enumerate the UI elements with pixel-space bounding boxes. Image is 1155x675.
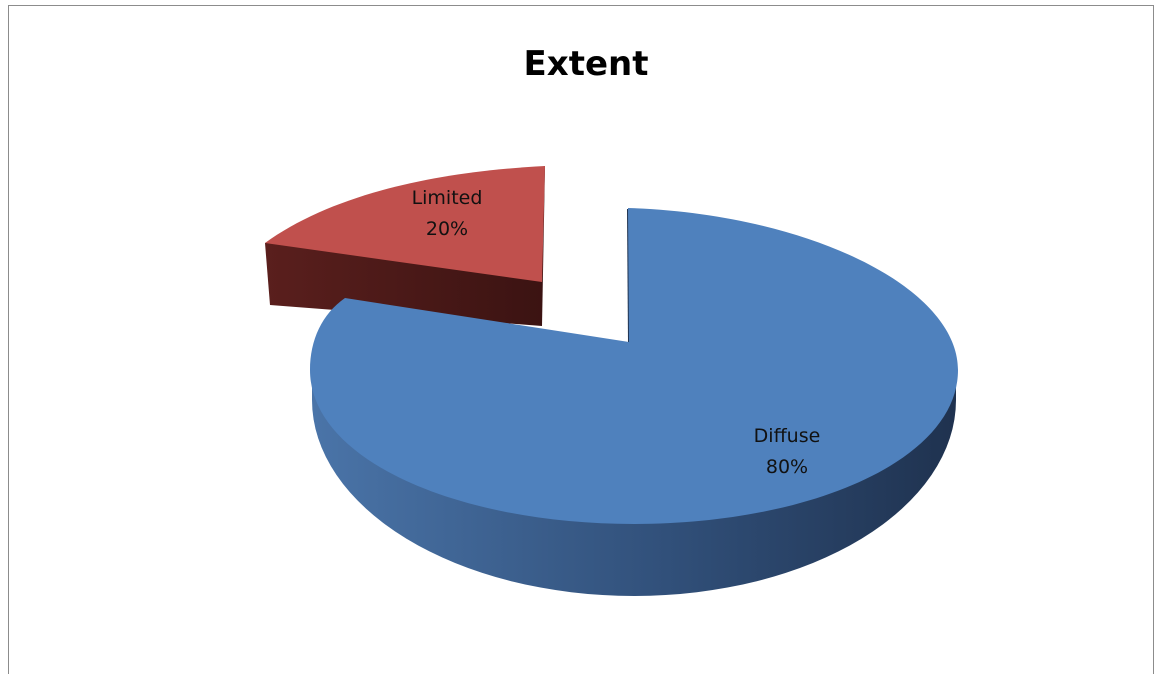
- chart-frame: [8, 5, 1154, 674]
- slice-limited: [265, 166, 545, 326]
- data-label-diffuse-percent: 80%: [766, 456, 808, 478]
- data-label-diffuse-category: Diffuse: [754, 425, 821, 447]
- data-label-diffuse: Diffuse 80%: [754, 425, 821, 478]
- data-label-limited-percent: 20%: [426, 218, 468, 240]
- data-label-limited-category: Limited: [412, 187, 483, 209]
- slice-diffuse: [310, 208, 958, 596]
- slice-limited-top: [265, 166, 545, 282]
- slice-diffuse-top: [310, 208, 958, 524]
- chart-title: Extent: [524, 44, 649, 84]
- data-label-limited: Limited 20%: [412, 187, 483, 240]
